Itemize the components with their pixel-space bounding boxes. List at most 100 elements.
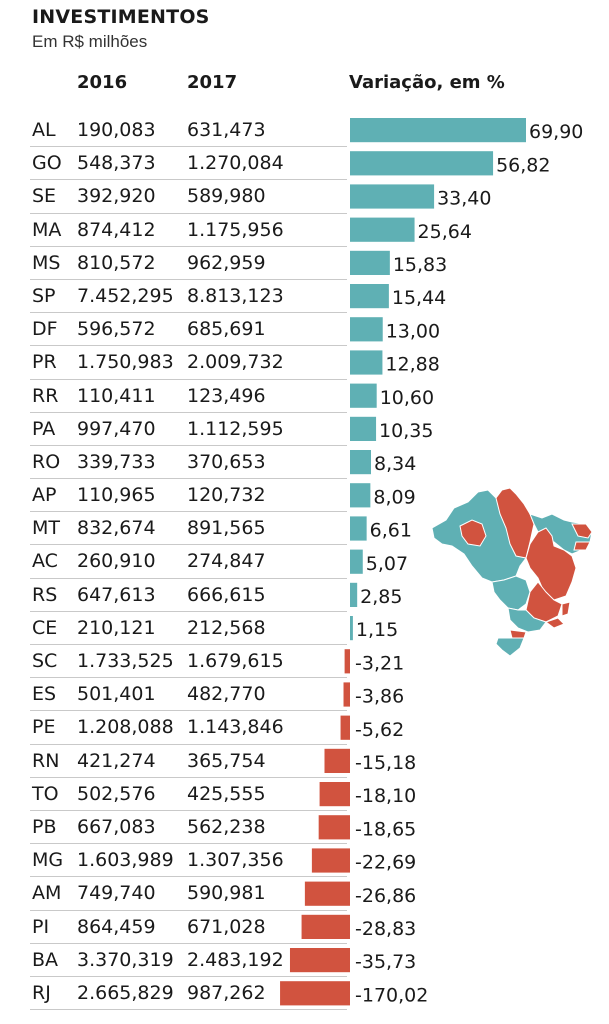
- table-row: RN 421,274 365,754: [30, 745, 347, 778]
- bar-value-label: 33,40: [437, 188, 491, 210]
- bar-BA: [289, 948, 350, 973]
- table-row: RJ 2.665,829 987,262: [30, 977, 347, 1011]
- bar-value-label: -170,02: [355, 984, 428, 1006]
- value-2016: 749,740: [77, 882, 156, 905]
- value-2016: 7.452,295: [77, 284, 174, 307]
- bar-value-label: -5,62: [355, 719, 404, 741]
- value-2016: 647,613: [77, 583, 156, 606]
- bar-value-label: -22,69: [355, 852, 416, 874]
- state-code: MG: [32, 849, 64, 872]
- bar-MT: [350, 516, 367, 541]
- value-2016: 339,733: [77, 450, 156, 473]
- table-row: AM 749,740 590,981: [30, 877, 347, 911]
- bar-AP: [350, 483, 371, 508]
- table-row: RO 339,733 370,653: [30, 446, 347, 480]
- state-code: PI: [32, 915, 50, 938]
- bar-value-label: 1,15: [356, 619, 398, 641]
- bar-RR: [350, 383, 377, 408]
- table-row: AP 110,965 120,732: [30, 479, 347, 513]
- value-2016: 810,572: [77, 251, 156, 274]
- column-header-2017: 2017: [187, 72, 238, 93]
- table-row: PE 1.208,088 1.143,846: [30, 711, 347, 745]
- data-table: AL 190,083 631,473 GO 548,373 1.270,084 SE 392,…: [30, 114, 347, 1011]
- table-row: TO 502,576 425,555: [30, 778, 347, 811]
- bar-PE: [340, 715, 350, 740]
- table-row: SP 7.452,295 8.813,123: [30, 280, 347, 314]
- bar-PI: [301, 914, 350, 939]
- value-2017: 590,981: [187, 882, 266, 905]
- value-2017: 1.143,846: [187, 716, 284, 739]
- state-code: AM: [32, 882, 62, 905]
- bar-value-label: 15,44: [392, 287, 446, 309]
- bar-RO: [350, 450, 371, 475]
- bar-value-label: 5,07: [366, 553, 408, 575]
- bar-value-label: 2,85: [360, 586, 402, 608]
- column-header-2016: 2016: [77, 72, 128, 93]
- state-code: RO: [32, 450, 61, 473]
- bar-value-label: -28,83: [355, 918, 416, 940]
- state-code: MA: [32, 218, 62, 241]
- value-2016: 260,910: [77, 550, 156, 573]
- value-2016: 864,459: [77, 915, 156, 938]
- value-2017: 1.270,084: [187, 152, 284, 175]
- bar-value-label: 12,88: [385, 354, 439, 376]
- value-2017: 685,691: [187, 318, 266, 341]
- state-code: PA: [32, 417, 56, 440]
- value-2016: 667,083: [77, 815, 156, 838]
- bar-value-label: 6,61: [370, 520, 412, 542]
- value-2017: 1.679,615: [187, 650, 284, 672]
- table-row: MT 832,674 891,565: [30, 512, 347, 546]
- state-code: PR: [32, 351, 57, 374]
- value-2017: 666,615: [187, 583, 266, 606]
- value-2016: 1.603,989: [77, 849, 174, 872]
- bar-value-label: -18,65: [355, 818, 416, 840]
- state-code: PE: [32, 716, 56, 739]
- state-code: AP: [32, 484, 57, 507]
- bar-RN: [324, 748, 350, 773]
- brazil-map-icon: [431, 487, 593, 656]
- value-2017: 2.009,732: [187, 351, 284, 374]
- bar-AL: [350, 118, 526, 143]
- bar-value-label: -15,18: [355, 752, 416, 774]
- value-2017: 891,565: [187, 517, 266, 540]
- bar-value-label: -26,86: [355, 885, 416, 907]
- value-2017: 482,770: [187, 683, 266, 706]
- state-code: AC: [32, 550, 58, 573]
- value-2017: 1.307,356: [187, 849, 284, 872]
- value-2016: 3.370,319: [77, 948, 174, 971]
- bar-value-label: 10,60: [380, 387, 434, 409]
- table-row: AL 190,083 631,473: [30, 114, 347, 148]
- bar-MA: [350, 217, 415, 242]
- bar-GO: [350, 151, 494, 176]
- bar-DF: [350, 317, 383, 342]
- value-2016: 210,121: [77, 616, 156, 639]
- value-2016: 1.750,983: [77, 351, 174, 374]
- value-2016: 1.733,525: [77, 650, 174, 672]
- bar-value-label: -35,73: [355, 951, 416, 973]
- table-row: PB 667,083 562,238: [30, 811, 347, 845]
- value-2016: 110,411: [77, 384, 156, 407]
- table-row: BA 3.370,319 2.483,192: [30, 944, 347, 977]
- value-2016: 2.665,829: [77, 981, 174, 1004]
- state-code: RJ: [32, 981, 51, 1004]
- state-code: SP: [32, 284, 56, 307]
- bar-value-label: -18,10: [355, 785, 416, 807]
- state-code: GO: [32, 152, 62, 175]
- value-2016: 501,401: [77, 683, 156, 706]
- column-header-variation: Variação, em %: [349, 72, 505, 93]
- value-2017: 987,262: [187, 981, 266, 1004]
- table-row: SC 1.733,525 1.679,615: [30, 645, 347, 679]
- bar-SP: [350, 284, 389, 309]
- bar-MG: [311, 848, 350, 873]
- bar-TO: [319, 782, 350, 807]
- table-row: PA 997,470 1.112,595: [30, 413, 347, 446]
- bar-AC: [350, 549, 363, 574]
- state-code: ES: [32, 683, 57, 706]
- value-2017: 8.813,123: [187, 284, 284, 307]
- state-code: RR: [32, 384, 59, 407]
- value-2016: 421,274: [77, 749, 156, 772]
- value-2016: 1.208,088: [77, 716, 174, 739]
- value-2016: 997,470: [77, 417, 156, 440]
- table-row: RR 110,411 123,496: [30, 380, 347, 413]
- state-code: MT: [32, 517, 60, 540]
